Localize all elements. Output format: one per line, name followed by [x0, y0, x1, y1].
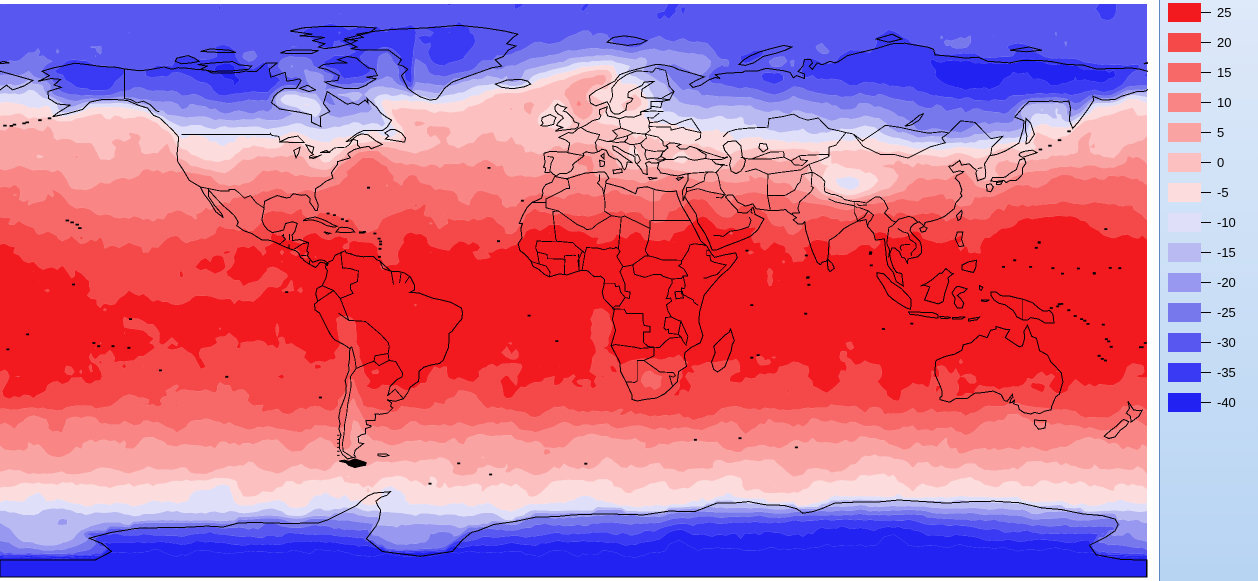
- svg-text:15: 15: [1217, 65, 1231, 80]
- svg-text:-5: -5: [1217, 185, 1229, 200]
- svg-text:20: 20: [1217, 35, 1231, 50]
- svg-text:-30: -30: [1217, 335, 1236, 350]
- svg-text:-15: -15: [1217, 245, 1236, 260]
- svg-text:-35: -35: [1217, 365, 1236, 380]
- svg-text:10: 10: [1217, 95, 1231, 110]
- svg-text:-40: -40: [1217, 395, 1236, 410]
- svg-text:-25: -25: [1217, 305, 1236, 320]
- svg-text:-20: -20: [1217, 275, 1236, 290]
- svg-text:25: 25: [1217, 5, 1231, 20]
- svg-text:0: 0: [1217, 155, 1224, 170]
- svg-text:5: 5: [1217, 125, 1224, 140]
- svg-text:-10: -10: [1217, 215, 1236, 230]
